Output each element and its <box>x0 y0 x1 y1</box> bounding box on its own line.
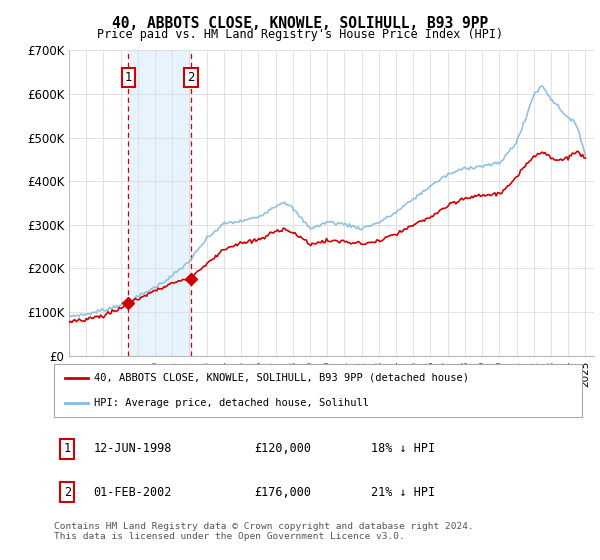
Text: 40, ABBOTS CLOSE, KNOWLE, SOLIHULL, B93 9PP: 40, ABBOTS CLOSE, KNOWLE, SOLIHULL, B93 … <box>112 16 488 31</box>
Text: 1: 1 <box>124 71 132 85</box>
Text: 12-JUN-1998: 12-JUN-1998 <box>94 442 172 455</box>
Text: £120,000: £120,000 <box>254 442 311 455</box>
Text: 2: 2 <box>187 71 194 85</box>
Text: £176,000: £176,000 <box>254 486 311 498</box>
Bar <box>128 50 191 356</box>
Text: Price paid vs. HM Land Registry's House Price Index (HPI): Price paid vs. HM Land Registry's House … <box>97 28 503 41</box>
Text: HPI: Average price, detached house, Solihull: HPI: Average price, detached house, Soli… <box>94 398 368 408</box>
Text: 2: 2 <box>64 486 71 498</box>
Text: 40, ABBOTS CLOSE, KNOWLE, SOLIHULL, B93 9PP (detached house): 40, ABBOTS CLOSE, KNOWLE, SOLIHULL, B93 … <box>94 373 469 383</box>
Text: 21% ↓ HPI: 21% ↓ HPI <box>371 486 435 498</box>
Text: 01-FEB-2002: 01-FEB-2002 <box>94 486 172 498</box>
Text: 1: 1 <box>64 442 71 455</box>
Text: Contains HM Land Registry data © Crown copyright and database right 2024.
This d: Contains HM Land Registry data © Crown c… <box>54 522 474 542</box>
Text: 18% ↓ HPI: 18% ↓ HPI <box>371 442 435 455</box>
